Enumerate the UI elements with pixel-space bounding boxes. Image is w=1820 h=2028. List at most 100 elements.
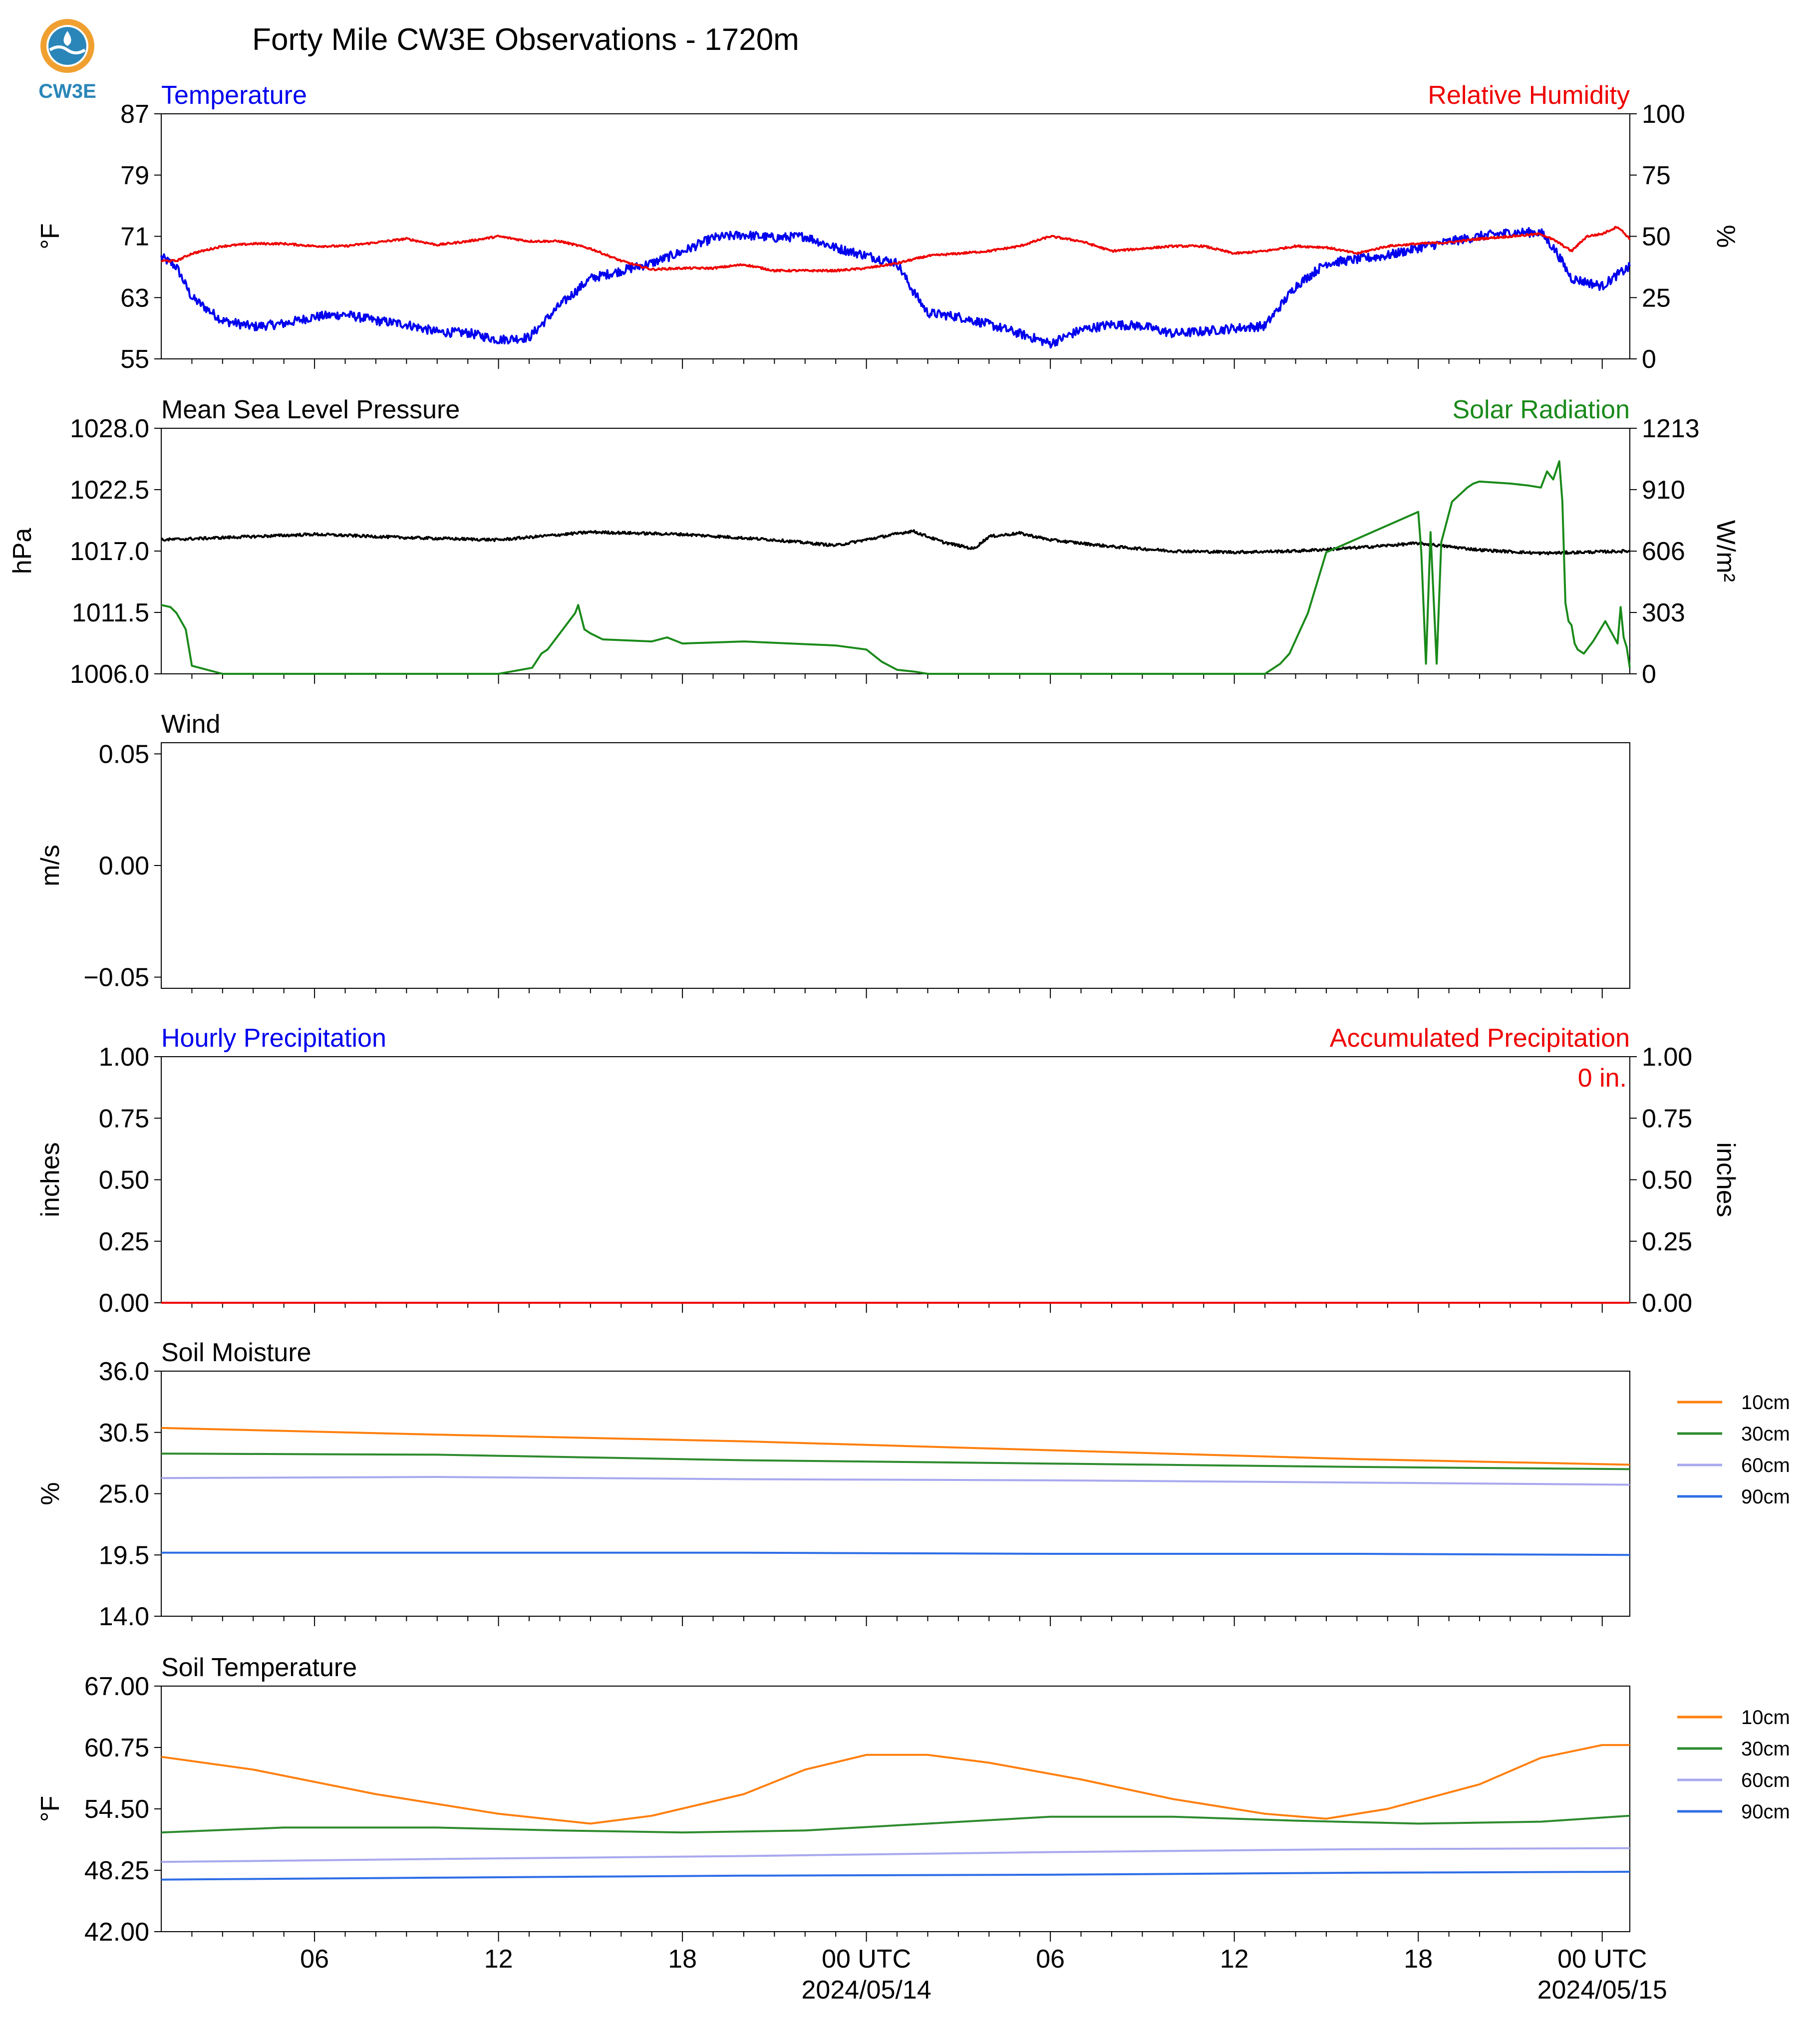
y2-tick-label: 0.00 <box>1642 1289 1692 1318</box>
x-tick-label: 00 UTC <box>822 1945 911 1974</box>
cw3e-logo: CW3E <box>38 19 96 102</box>
x-tick-label: 18 <box>668 1945 697 1974</box>
panel-1: Temperature Relative Humidity 55 63 71 79 87 °F… <box>36 81 1740 374</box>
series-line-s2 <box>161 226 1631 273</box>
y-tick-label: 0.00 <box>99 1289 149 1318</box>
y2-tick-label: 1.00 <box>1642 1043 1692 1072</box>
panel-title-left: Soil Moisture <box>161 1338 311 1367</box>
y2-tick-label: 0 <box>1642 345 1656 374</box>
y-tick-label: 1.00 <box>99 1043 149 1072</box>
y-tick-label: 87 <box>120 100 149 129</box>
y-tick-label: 1028.0 <box>70 414 149 443</box>
panel-title-left: Wind <box>161 710 220 739</box>
panel-title-left: Hourly Precipitation <box>161 1024 386 1053</box>
legend-label-90cm: 90cm <box>1741 1486 1790 1508</box>
y-tick-label: 25.0 <box>99 1480 149 1509</box>
x-tick-label: 12 <box>1220 1945 1249 1974</box>
y-tick-label: 48.25 <box>84 1856 149 1885</box>
y-tick-label: 0.75 <box>99 1104 149 1133</box>
y-tick-label: 0.25 <box>99 1227 149 1256</box>
plot-frame <box>161 428 1630 674</box>
legend-label-60cm: 60cm <box>1741 1769 1790 1791</box>
y-tick-label: 1011.5 <box>72 598 149 627</box>
series-line-90cm <box>161 1551 1630 1556</box>
x-tick-label: 06 <box>1036 1945 1065 1974</box>
y2-tick-label: 0.75 <box>1642 1104 1692 1133</box>
y-axis-label: inches <box>36 1142 65 1217</box>
y-tick-label: 63 <box>120 284 149 312</box>
panel-4: Hourly Precipitation Accumulated Precipit… <box>36 1024 1740 1318</box>
series-line-30cm <box>161 1452 1630 1470</box>
y2-tick-label: 606 <box>1642 537 1685 566</box>
panel-title-left: Temperature <box>161 81 307 110</box>
panel-3: Wind −0.05 0.00 0.05 m/s <box>36 710 1630 998</box>
logo-drop-icon <box>63 31 71 46</box>
series-line-s1 <box>160 227 1631 349</box>
y-axis-label: °F <box>36 1796 65 1822</box>
series-line-s2 <box>161 460 1631 675</box>
plot-frame <box>161 1686 1630 1932</box>
y2-tick-label: 25 <box>1642 284 1671 312</box>
y-tick-label: 60.75 <box>84 1734 149 1762</box>
series-line-s1 <box>160 529 1631 556</box>
x-tick-label: 18 <box>1404 1945 1433 1974</box>
y-axis-label: hPa <box>8 528 37 575</box>
y-axis-label: m/s <box>36 845 65 886</box>
y-tick-label: 30.5 <box>99 1419 149 1448</box>
y-tick-label: 55 <box>120 345 149 374</box>
x-tick-label: 12 <box>484 1945 513 1974</box>
legend-label-10cm: 10cm <box>1741 1707 1790 1729</box>
plot-frame <box>161 1371 1630 1617</box>
logo-wave <box>49 45 86 54</box>
y-tick-label: 19.5 <box>99 1541 149 1570</box>
panel-title-right: Accumulated Precipitation <box>1330 1024 1630 1053</box>
legend-label-10cm: 10cm <box>1741 1392 1790 1414</box>
y-tick-label: 71 <box>120 223 149 252</box>
logo-ring <box>40 19 94 73</box>
x-tick-label: 00 UTC <box>1557 1945 1647 1974</box>
panel-title-left: Mean Sea Level Pressure <box>161 395 460 424</box>
y2-axis-label: inches <box>1711 1142 1740 1217</box>
panel-title-right: Solar Radiation <box>1452 395 1630 424</box>
x-date-label: 2024/05/14 <box>802 1976 931 2005</box>
y2-tick-label: 50 <box>1642 223 1671 252</box>
logo-text: CW3E <box>38 80 96 102</box>
y-tick-label: 42.00 <box>84 1918 149 1947</box>
y2-axis-label: W/m² <box>1711 520 1740 582</box>
panel-6: Soil Temperature 42.00 48.25 54.50 60.75 67.0… <box>36 1653 1790 2005</box>
y2-tick-label: 303 <box>1642 598 1685 627</box>
y2-tick-label: 75 <box>1642 161 1671 190</box>
y2-tick-label: 0 <box>1642 660 1656 689</box>
figure-title: Forty Mile CW3E Observations - 1720m <box>252 22 799 57</box>
chart-panels: Temperature Relative Humidity 55 63 71 79 87 °F… <box>8 81 1790 2005</box>
y2-tick-label: 0.25 <box>1642 1227 1692 1256</box>
x-date-label: 2024/05/15 <box>1537 1976 1667 2005</box>
y2-tick-label: 100 <box>1642 100 1685 129</box>
legend-label-60cm: 60cm <box>1741 1454 1790 1476</box>
legend-label-30cm: 30cm <box>1741 1423 1790 1445</box>
legend-label-90cm: 90cm <box>1741 1801 1790 1823</box>
series-line-90cm <box>161 1871 1630 1881</box>
plot-frame <box>161 1056 1630 1303</box>
y-tick-label: 67.00 <box>84 1672 149 1701</box>
panel-5: Soil Moisture 14.0 19.5 25.0 30.5 36.0% 10cm 30… <box>36 1338 1790 1631</box>
legend-label-30cm: 30cm <box>1741 1738 1790 1760</box>
y-tick-label: 36.0 <box>99 1357 149 1386</box>
y-tick-label: −0.05 <box>83 963 149 992</box>
series-line-60cm <box>161 1476 1630 1486</box>
y-tick-label: 54.50 <box>84 1795 149 1824</box>
x-tick-label: 06 <box>300 1945 329 1974</box>
accumulated-total-label: 0 in. <box>1578 1064 1627 1093</box>
y-tick-label: 0.05 <box>99 740 149 769</box>
y-tick-label: 1017.0 <box>70 537 149 566</box>
series-line-60cm <box>161 1847 1630 1863</box>
y-tick-label: 14.0 <box>99 1602 149 1631</box>
y-tick-label: 0.00 <box>99 852 149 880</box>
series-line-30cm <box>161 1814 1630 1834</box>
y-tick-label: 1022.5 <box>70 476 149 505</box>
y2-axis-label: % <box>1711 225 1740 248</box>
panel-title-right: Relative Humidity <box>1428 81 1630 110</box>
y2-tick-label: 910 <box>1642 476 1685 505</box>
panel-2: Mean Sea Level Pressure Solar Radiation 10… <box>8 395 1740 689</box>
